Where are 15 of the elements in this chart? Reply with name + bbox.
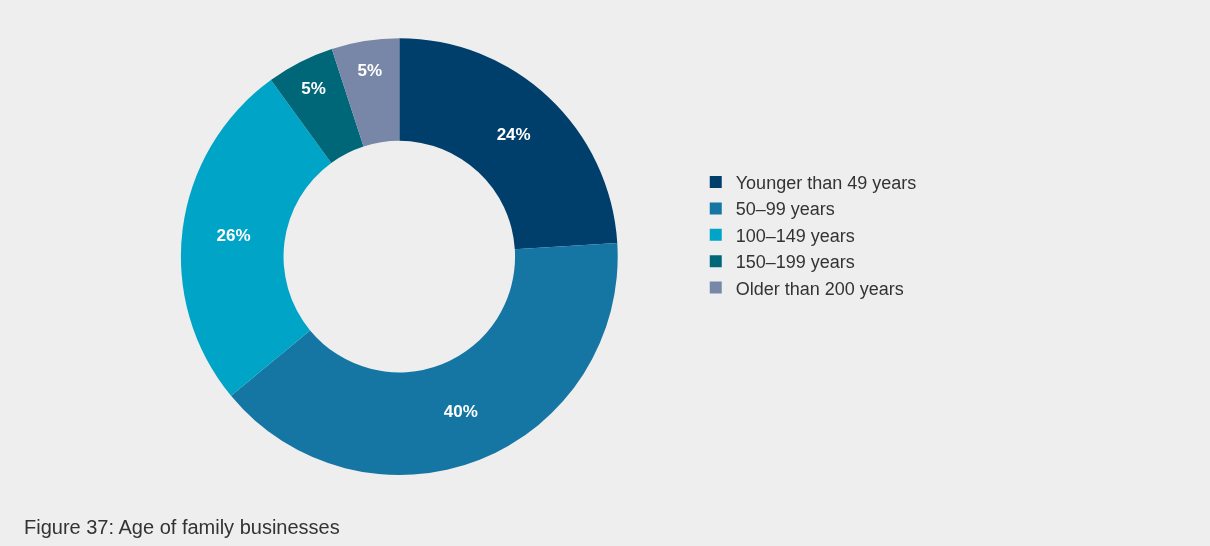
data-label: 40%: [443, 402, 478, 422]
donut-slice: [231, 242, 618, 476]
legend-label: 100–149 years: [735, 225, 855, 246]
legend-label: Younger than 49 years: [735, 173, 917, 193]
donut-slice: [331, 38, 400, 147]
caption: Figure 37: Age of family businesses: [24, 516, 340, 538]
legend-label: 50–99 years: [735, 199, 835, 220]
data-label: 5%: [301, 78, 326, 98]
data-label: 26%: [216, 226, 251, 246]
data-label: 5%: [357, 60, 383, 80]
donut-slice: [181, 79, 332, 396]
data-label: 24%: [496, 125, 531, 145]
legend-label: Older than 200 years: [735, 278, 904, 299]
legend-label: 150–199 years: [735, 252, 855, 273]
donut-slice: [399, 38, 618, 250]
